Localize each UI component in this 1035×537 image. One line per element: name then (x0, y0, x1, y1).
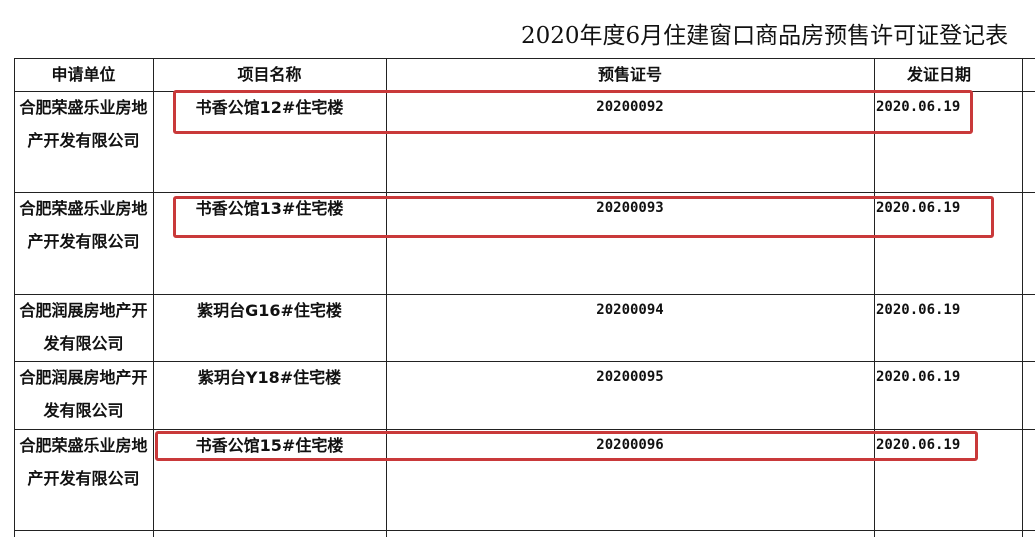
cell-date: 2020.06.19 (876, 200, 961, 216)
highlight-box (173, 90, 973, 134)
column-divider (1022, 58, 1023, 537)
cell-project: 书香公馆12#住宅楼 (195, 98, 344, 117)
cell-applicant: 合肥荣盛乐业房地产开发有限公司 (19, 199, 148, 251)
cell-applicant: 合肥润展房地产开发有限公司 (19, 301, 148, 353)
cell-permit-no: 20200094 (596, 302, 664, 318)
cell-date: 2020.06.19 (876, 369, 961, 385)
row-divider (14, 429, 1035, 430)
highlight-box (155, 431, 978, 461)
header-project: 项目名称 (237, 65, 302, 84)
cell-project: 紫玥台Y18#住宅楼 (197, 368, 342, 387)
column-divider (386, 58, 387, 537)
page-title: 2020年度6月住建窗口商品房预售许可证登记表 (521, 23, 1009, 49)
cell-permit-no: 20200092 (596, 99, 664, 115)
row-divider (14, 294, 1035, 295)
column-divider (14, 58, 15, 537)
cell-date: 2020.06.19 (876, 99, 961, 115)
cell-project: 紫玥台G16#住宅楼 (197, 301, 342, 320)
row-divider (14, 361, 1035, 362)
highlight-box (173, 196, 994, 238)
row-divider (14, 192, 1035, 193)
column-divider (874, 58, 875, 537)
cell-applicant: 合肥荣盛乐业房地产开发有限公司 (19, 98, 148, 150)
cell-permit-no: 20200093 (596, 200, 664, 216)
cell-permit-no: 20200096 (596, 437, 664, 453)
header-applicant: 申请单位 (51, 65, 116, 84)
row-divider (14, 530, 1035, 531)
cell-applicant: 合肥荣盛乐业房地产开发有限公司 (19, 436, 148, 488)
header-date: 发证日期 (906, 65, 971, 84)
row-divider (14, 58, 1035, 59)
cell-date: 2020.06.19 (876, 302, 961, 318)
cell-applicant: 合肥润展房地产开发有限公司 (19, 368, 148, 420)
cell-project: 书香公馆13#住宅楼 (195, 199, 344, 218)
header-permit-no: 预售证号 (597, 65, 662, 84)
cell-date: 2020.06.19 (876, 437, 961, 453)
cell-project: 书香公馆15#住宅楼 (195, 436, 344, 455)
column-divider (153, 58, 154, 537)
cell-permit-no: 20200095 (596, 369, 664, 385)
